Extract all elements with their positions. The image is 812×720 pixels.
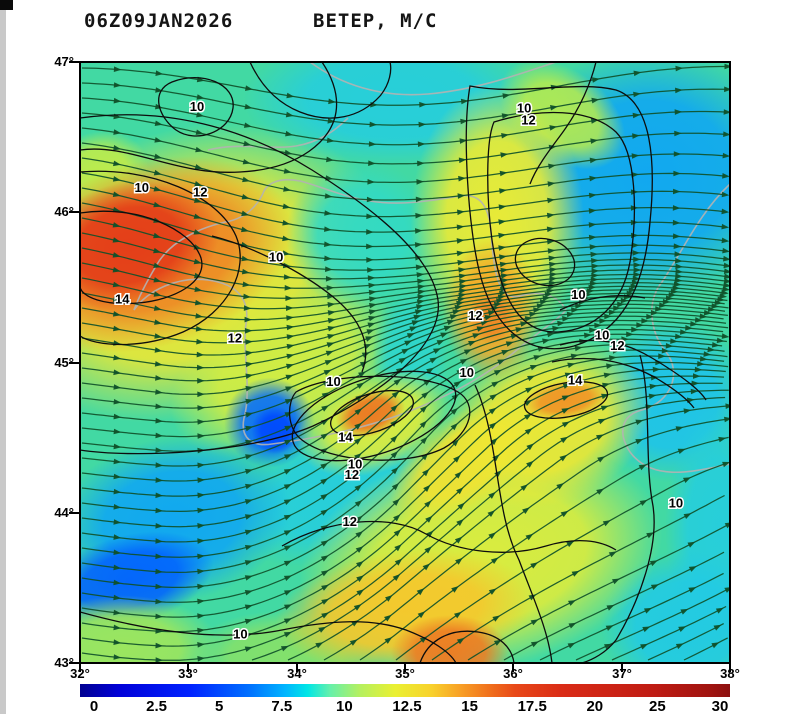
colorbar-tick-label: 0 bbox=[89, 698, 99, 715]
colorbar-tick-label: 15 bbox=[461, 698, 478, 715]
contour-label: 14 bbox=[115, 291, 130, 306]
contour-label: 10 bbox=[233, 626, 247, 641]
colorbar-tick-label: 17.5 bbox=[517, 698, 547, 715]
contour-label: 10 bbox=[348, 457, 362, 472]
contour-label: 14 bbox=[568, 373, 583, 388]
lon-label-34: 34° bbox=[287, 666, 307, 681]
wind-contours bbox=[80, 62, 707, 663]
contour-label: 10 bbox=[190, 99, 204, 114]
contour-label: 10 bbox=[571, 287, 585, 302]
contour-label: 10 bbox=[669, 496, 683, 511]
lat-label-43: 43° bbox=[54, 655, 74, 670]
lat-label-45: 45° bbox=[54, 355, 74, 370]
lat-label-44: 44° bbox=[54, 505, 74, 520]
colorbar-tick-label: 12.5 bbox=[392, 698, 422, 715]
contour-label: 12 bbox=[228, 330, 242, 345]
colorbar-labels: 0 2.5 5 7.5 10 12.5 15 17.5 20 25 30 bbox=[0, 698, 812, 718]
lon-label-35: 35° bbox=[395, 666, 415, 681]
contour-label: 12 bbox=[193, 185, 207, 200]
streamlines bbox=[81, 63, 730, 663]
lon-label-33: 33° bbox=[178, 666, 198, 681]
colorbar-tick-label: 20 bbox=[586, 698, 604, 715]
colorbar-tick-label: 10 bbox=[336, 698, 353, 715]
video-corner-mark bbox=[0, 0, 13, 10]
colorbar-tick-label: 2.5 bbox=[146, 698, 168, 715]
lon-label-38: 38° bbox=[720, 666, 740, 681]
timestamp-label: 06Z09JAN2026 bbox=[84, 10, 234, 32]
contour-label: 10 bbox=[269, 249, 283, 264]
colorbar-tick-label: 30 bbox=[711, 698, 729, 715]
contour-label: 12 bbox=[610, 338, 624, 353]
chart-title: ВЕТЕР, М/С bbox=[313, 10, 438, 32]
contour-label: 10 bbox=[326, 374, 340, 389]
video-edge-strip bbox=[0, 0, 6, 714]
colorbar-tick-label: 5 bbox=[215, 698, 224, 715]
contour-label: 12 bbox=[468, 308, 482, 323]
lon-label-37: 37° bbox=[612, 666, 632, 681]
contour-label: 14 bbox=[338, 430, 353, 445]
colorbar-tick-label: 7.5 bbox=[271, 698, 293, 715]
colorbar-tick-label: 25 bbox=[649, 698, 666, 715]
contour-label: 10 bbox=[517, 101, 531, 116]
axis-ticks bbox=[69, 61, 731, 672]
contour-label: 10 bbox=[135, 180, 149, 195]
lon-label-36: 36° bbox=[503, 666, 523, 681]
contour-label: 12 bbox=[345, 467, 359, 482]
lat-label-47: 47° bbox=[54, 54, 74, 69]
contour-label: 12 bbox=[521, 113, 535, 128]
lon-label-32: 32° bbox=[70, 666, 90, 681]
colorbar bbox=[80, 684, 730, 697]
contour-label: 10 bbox=[460, 365, 474, 380]
lat-label-46: 46° bbox=[54, 204, 74, 219]
contour-label: 12 bbox=[343, 514, 357, 529]
contour-label: 10 bbox=[595, 327, 609, 342]
